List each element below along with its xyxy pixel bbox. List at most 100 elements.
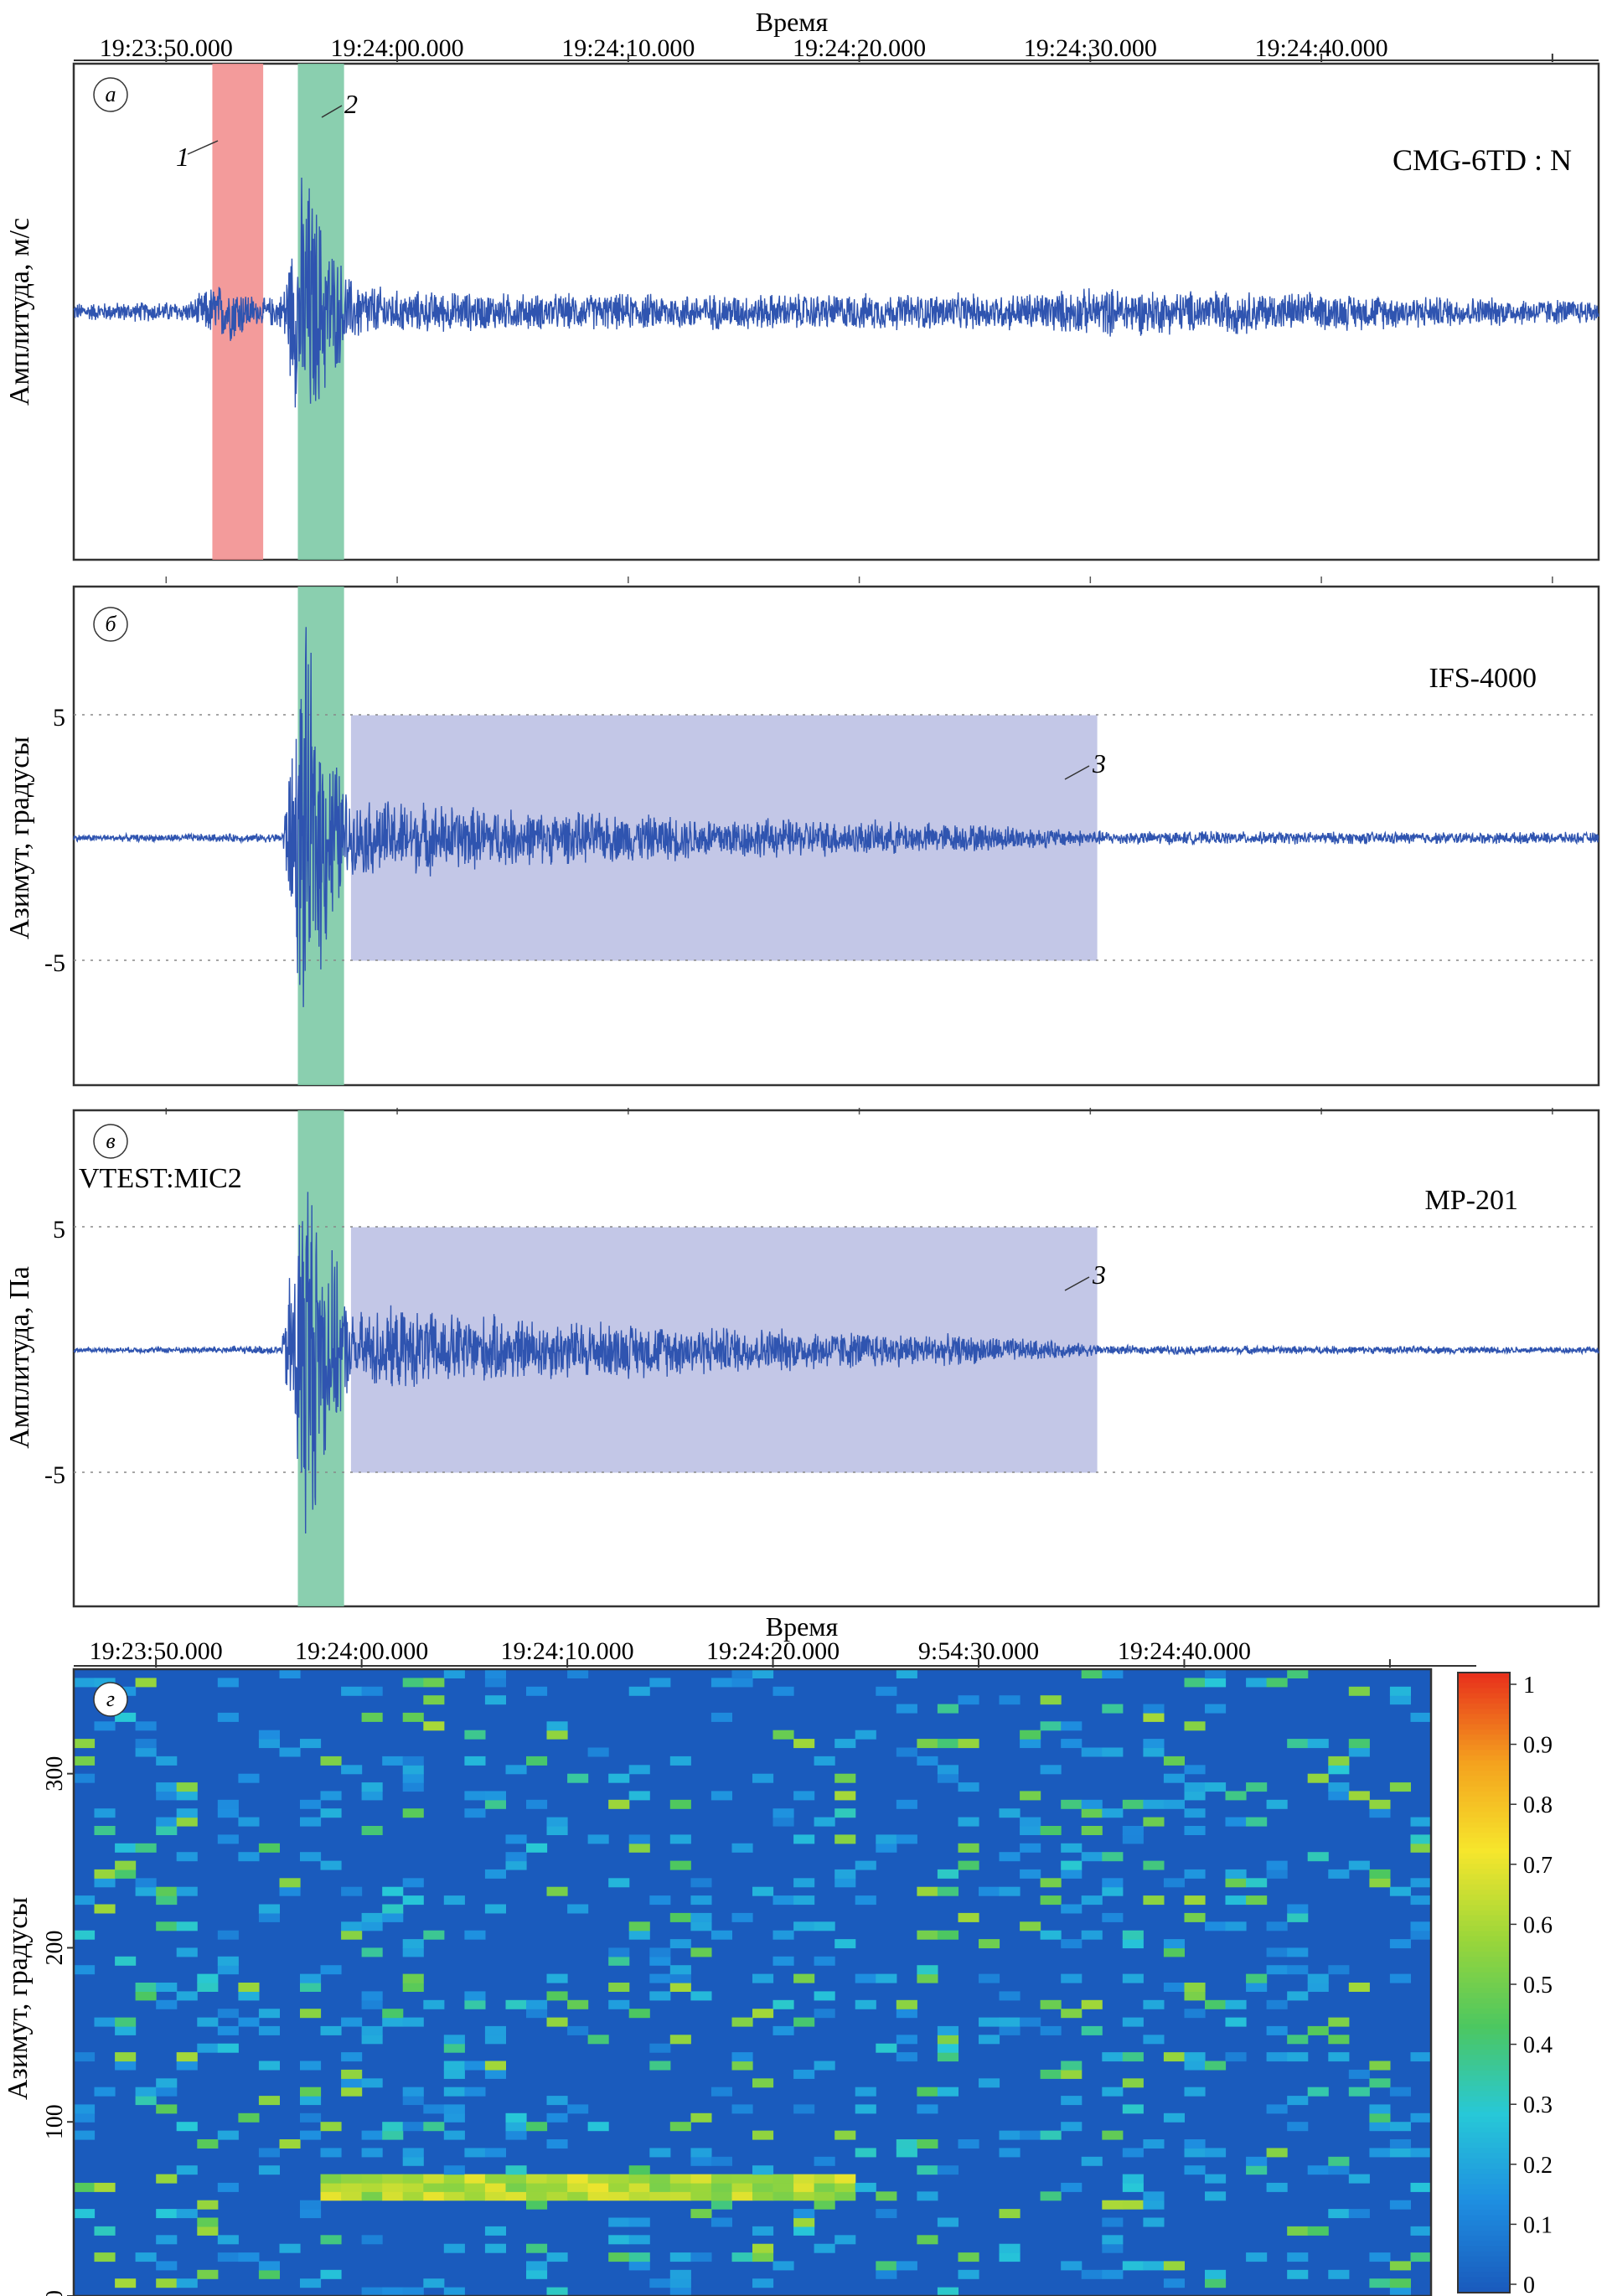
heatmap-cell	[135, 1983, 157, 1992]
heatmap-cell	[1020, 1843, 1041, 1853]
heatmap-cell	[937, 2043, 959, 2053]
heatmap-cell	[710, 2200, 732, 2210]
heatmap-cell	[731, 2017, 753, 2027]
time-axis-title-top: Время	[756, 7, 829, 37]
heatmap-cell	[156, 1826, 178, 1835]
colorbar-segment	[1458, 2194, 1510, 2200]
heatmap-cell	[443, 2165, 465, 2175]
heatmap-cell	[587, 2191, 609, 2201]
heatmap-cell	[917, 1973, 938, 1983]
heatmap-cell	[526, 1756, 548, 1766]
heatmap-cell	[1184, 1826, 1206, 1835]
heatmap-cell	[1184, 1869, 1206, 1879]
colorbar-segment	[1458, 2184, 1510, 2190]
heatmap-cell	[999, 2025, 1021, 2035]
colorbar-segment	[1458, 1993, 1510, 1999]
heatmap-cell	[896, 1834, 917, 1844]
colorbar-segment	[1458, 2251, 1510, 2257]
heatmap-cell	[669, 1983, 691, 1992]
colorbar-segment	[1458, 1817, 1510, 1823]
heatmap-cell	[217, 1799, 239, 1809]
heatmap-cell	[443, 2112, 465, 2123]
heatmap-cell	[74, 2130, 96, 2140]
heatmap-cell	[772, 1930, 794, 1940]
heatmap-cell	[258, 2148, 280, 2158]
heatmap-cell	[752, 1669, 774, 1678]
heatmap-cell	[402, 1983, 424, 1992]
heatmap-cell	[115, 1843, 137, 1853]
heatmap-cell	[1102, 1808, 1124, 1818]
heatmap-cell	[752, 2078, 774, 2088]
heatmap-cell	[1410, 2148, 1432, 2158]
heatmap-cell	[1143, 1747, 1165, 1757]
colorbar-segment	[1458, 2138, 1510, 2143]
colorbar-segment	[1458, 2029, 1510, 2035]
heatmap-cell	[937, 2052, 959, 2062]
panel-b-instrument: IFS-4000	[1429, 663, 1537, 694]
heatmap-cell	[835, 1869, 856, 1879]
heatmap-cell	[1040, 1999, 1062, 2009]
heatmap-cell	[1122, 1973, 1144, 1983]
heatmap-cell	[937, 2035, 959, 2045]
heatmap-cell	[876, 2191, 897, 2201]
heatmap-cell	[896, 1669, 917, 1678]
heatmap-cell	[176, 1852, 198, 1862]
heatmap-cell	[1184, 1983, 1206, 1992]
heatmap-cell	[217, 2025, 239, 2035]
heatmap-cell	[526, 2269, 548, 2279]
colorbar-segment	[1458, 1802, 1510, 1808]
heatmap-cell	[979, 1939, 1000, 1949]
heatmap-cell	[793, 1834, 815, 1844]
heatmap-cell	[1307, 1739, 1329, 1749]
heatmap-cell	[361, 1686, 383, 1696]
heatmap-cell	[1328, 2035, 1350, 2045]
heatmap-cell	[587, 1834, 609, 1844]
heatmap-cell	[74, 1930, 96, 1940]
heatmap-cell	[156, 2209, 178, 2219]
heatmap-cell	[361, 1999, 383, 2009]
heatmap-cell	[669, 1860, 691, 1870]
heatmap-cell	[1122, 2078, 1144, 2088]
heatmap-cell	[1020, 1921, 1041, 1931]
heatmap-cell	[94, 2252, 116, 2262]
heatmap-cell	[300, 1983, 322, 1992]
heatmap-cell	[690, 2174, 712, 2184]
heatmap-cell	[115, 1860, 137, 1870]
heatmap-cell	[855, 1895, 876, 1906]
highlight-1-label: 1	[176, 142, 189, 172]
heatmap-cell	[402, 1756, 424, 1766]
colorbar-tick-label: 1	[1523, 1673, 1535, 1699]
heatmap-cell	[1225, 1999, 1247, 2009]
heatmap-cell	[669, 1912, 691, 1922]
heatmap-cell	[958, 1695, 979, 1705]
colorbar-segment	[1458, 2174, 1510, 2180]
heatmap-cell	[669, 2122, 691, 2132]
heatmap-cell	[361, 1826, 383, 1835]
colorbar-tick-label: 0.7	[1523, 1853, 1553, 1879]
heatmap-cell	[1246, 1817, 1268, 1827]
heatmap-cell	[320, 1756, 342, 1766]
heatmap-cell	[958, 1782, 979, 1792]
panel-a: а CMG-6TD : N Амплитуда, м/с 1 2	[4, 62, 1600, 561]
heatmap-cell	[1307, 1973, 1329, 1983]
colorbar-segment	[1458, 2117, 1510, 2123]
heatmap-cell	[1205, 1921, 1227, 1931]
heatmap-cell	[1287, 1669, 1309, 1678]
heatmap-cell	[896, 2139, 917, 2149]
colorbar-segment	[1458, 1853, 1510, 1859]
heatmap-cell	[526, 2182, 548, 2192]
heatmap-cell	[1102, 2235, 1124, 2245]
heatmap-cell	[628, 1930, 650, 1940]
heatmap-cell	[135, 1886, 157, 1896]
heatmap-cell	[238, 2017, 260, 2027]
heatmap-cell	[628, 2261, 650, 2271]
heatmap-cell	[176, 1947, 198, 1957]
heatmap-cell	[855, 1730, 876, 1740]
heatmap-cells	[74, 1669, 1432, 2296]
heatmap-cell	[835, 1939, 856, 1949]
heatmap-cell	[1348, 1860, 1370, 1870]
heatmap-cell	[1040, 1765, 1062, 1775]
heatmap-cell	[731, 2182, 753, 2192]
colorbar-tick-label: 0.4	[1523, 2033, 1553, 2059]
heatmap-cell	[382, 2130, 404, 2140]
